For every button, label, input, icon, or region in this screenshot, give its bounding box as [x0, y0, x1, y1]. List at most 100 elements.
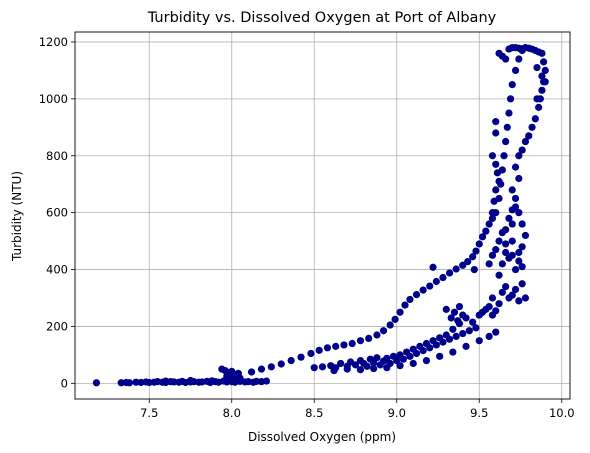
data-point — [521, 294, 530, 302]
data-point — [485, 302, 493, 311]
data-point — [531, 115, 539, 123]
data-point — [464, 257, 472, 266]
data-point — [508, 220, 516, 228]
data-point — [363, 362, 371, 370]
data-point — [310, 364, 318, 372]
data-point — [492, 160, 500, 168]
data-point — [507, 95, 515, 103]
data-point — [267, 363, 275, 371]
data-point — [475, 337, 483, 345]
data-point — [485, 332, 493, 341]
data-point — [500, 152, 508, 160]
data-point — [472, 247, 480, 255]
data-point — [406, 295, 414, 304]
x-tick-label: 9.5 — [470, 406, 488, 420]
data-point — [502, 55, 510, 63]
data-point — [488, 251, 497, 259]
data-point — [502, 137, 510, 146]
data-point — [538, 86, 546, 94]
data-point — [449, 325, 457, 333]
data-point — [287, 356, 295, 365]
data-point — [511, 66, 520, 75]
x-tick-label: 7.5 — [140, 406, 158, 420]
data-point — [307, 349, 315, 358]
data-point — [370, 364, 378, 373]
data-point — [533, 95, 541, 103]
data-point — [502, 283, 510, 291]
data-point — [429, 263, 437, 271]
data-point — [508, 81, 516, 89]
data-point — [515, 248, 523, 257]
data-point — [515, 174, 523, 183]
data-point — [247, 368, 256, 376]
x-axis-ticks: 7.5 8.0 8.5 9.0 9.5 10.0 — [140, 399, 575, 420]
data-point — [125, 379, 134, 387]
data-point — [426, 282, 434, 290]
data-point — [511, 285, 520, 294]
data-point — [498, 260, 506, 268]
data-point — [422, 356, 431, 365]
y-tick-label: 600 — [46, 206, 68, 220]
y-axis-ticks: 0 200 400 600 800 1000 1200 — [39, 35, 75, 390]
data-point — [525, 132, 533, 140]
data-point — [383, 354, 391, 362]
data-point — [485, 260, 493, 268]
data-point — [412, 290, 421, 299]
data-point — [450, 308, 459, 316]
data-point — [538, 72, 546, 80]
data-point — [492, 246, 500, 254]
data-point — [511, 163, 520, 171]
data-point — [396, 308, 404, 316]
data-point — [412, 349, 421, 358]
data-point — [436, 352, 444, 360]
data-point — [459, 261, 467, 269]
data-point — [432, 341, 440, 349]
data-point — [365, 334, 373, 343]
data-point — [399, 355, 407, 363]
data-point — [356, 366, 365, 374]
data-point — [541, 78, 549, 86]
data-point — [502, 240, 510, 248]
data-point — [511, 194, 520, 203]
x-axis-label: Dissolved Oxygen (ppm) — [248, 430, 396, 444]
data-point — [386, 321, 394, 329]
data-points — [92, 44, 549, 387]
data-point — [459, 311, 467, 319]
data-point — [488, 152, 497, 160]
data-point — [503, 123, 511, 131]
data-point — [454, 317, 462, 325]
data-point — [498, 288, 506, 296]
data-point — [470, 265, 478, 274]
y-tick-label: 1000 — [39, 92, 68, 106]
data-point — [492, 186, 500, 194]
data-point — [356, 337, 365, 345]
data-point — [515, 55, 523, 63]
data-point — [492, 307, 500, 315]
data-point — [439, 338, 447, 346]
data-point — [323, 344, 332, 352]
data-point — [452, 332, 460, 341]
data-point — [488, 294, 497, 302]
data-point — [485, 220, 493, 228]
y-tick-label: 200 — [46, 319, 68, 333]
data-point — [521, 137, 530, 146]
data-point — [490, 197, 498, 205]
data-point — [318, 363, 327, 371]
data-point — [465, 327, 473, 335]
data-point — [518, 45, 526, 53]
data-point — [462, 342, 470, 350]
data-point — [492, 129, 500, 137]
data-point — [419, 286, 427, 294]
data-point — [452, 265, 460, 273]
data-point — [208, 377, 216, 385]
data-point — [502, 248, 510, 257]
data-point — [521, 231, 530, 240]
data-point — [493, 169, 501, 177]
data-point — [488, 214, 497, 222]
x-tick-label: 9.0 — [388, 406, 406, 420]
data-point — [492, 118, 500, 126]
data-point — [508, 291, 516, 299]
data-point — [515, 297, 523, 305]
data-point — [401, 301, 409, 309]
